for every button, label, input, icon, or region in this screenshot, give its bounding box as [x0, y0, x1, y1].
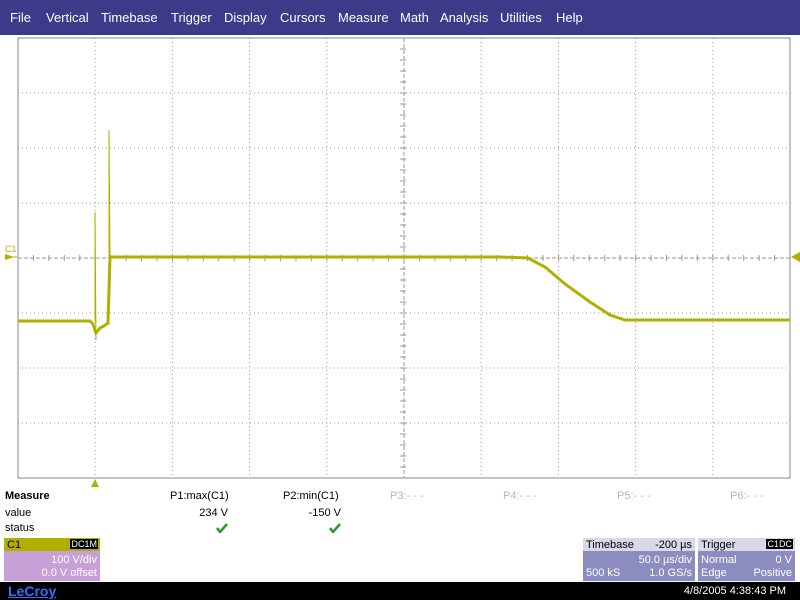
timebase-delay: -200 µs — [655, 539, 692, 551]
menu-item[interactable]: Analysis — [440, 10, 489, 25]
param-name: P2:min(C1) — [283, 490, 339, 502]
menu-item[interactable]: Timebase — [101, 10, 158, 25]
sample-rate: 1.0 GS/s — [649, 567, 692, 579]
vertical-offset: 0.0 V offset — [41, 567, 97, 579]
vertical-scale: 100 V/div — [51, 554, 97, 566]
waveform — [18, 255, 790, 337]
menu-item[interactable]: Math — [400, 10, 429, 25]
menu-item[interactable]: Measure — [338, 10, 389, 25]
brand-logo[interactable]: LeCroy — [8, 583, 57, 599]
menu-item[interactable]: Vertical — [46, 10, 89, 25]
spike — [108, 129, 111, 325]
channel-box[interactable]: C1 DC1M 100 V/div 0.0 V offset — [4, 538, 100, 581]
trigger-mode: Normal — [701, 554, 737, 566]
trigger-title: Trigger — [701, 539, 736, 551]
menu-item[interactable]: Cursors — [280, 10, 326, 25]
menu-item[interactable]: Help — [556, 10, 583, 25]
timebase-scale: 50.0 µs/div — [638, 554, 692, 566]
menu-item[interactable]: Utilities — [500, 10, 542, 25]
menu-item[interactable]: Trigger — [171, 10, 212, 25]
param-name: P6:- - - — [730, 490, 764, 502]
timebase-title: Timebase — [586, 539, 634, 551]
trigger-type: Edge — [701, 567, 727, 579]
footer: LeCroy 4/8/2005 4:38:43 PM — [0, 582, 800, 600]
timebase-box[interactable]: Timebase -200 µs 50.0 µs/div 500 kS 1.0 … — [583, 538, 695, 581]
timestamp: 4/8/2005 4:38:43 PM — [683, 585, 786, 597]
row-label: status — [5, 522, 35, 534]
param-name: P5:- - - — [617, 490, 651, 502]
sample-count: 500 kS — [586, 567, 621, 579]
param-name: P1:max(C1) — [170, 490, 229, 502]
status-ok — [329, 523, 341, 533]
trigger-coupling: DC — [778, 539, 793, 549]
menu-bar: File Vertical Timebase Trigger Display Cursor… — [0, 0, 800, 35]
trigger-box[interactable]: Trigger C1 DC Normal 0 V Edge Positive — [698, 538, 795, 581]
spike — [94, 211, 97, 341]
trigger-arrow — [91, 479, 99, 487]
row-label: value — [5, 507, 32, 519]
status-ok — [216, 523, 228, 533]
param-value: -150 V — [308, 507, 341, 519]
coupling-tag: DC1M — [70, 539, 98, 549]
param-name: P3:- - - — [390, 490, 424, 502]
trace-marker: C1 — [5, 244, 17, 254]
level-arrow — [791, 252, 800, 262]
trigger-source: C1 — [766, 539, 780, 549]
param-name: P4:- - - — [503, 490, 537, 502]
param-value: 234 V — [199, 507, 228, 519]
scope-display: C1 — [5, 37, 800, 487]
trigger-slope: Positive — [753, 567, 792, 579]
menu-item[interactable]: File — [10, 10, 31, 25]
channel-name: C1 — [7, 539, 22, 551]
menu-item[interactable]: Display — [224, 10, 267, 25]
measure-title: Measure — [5, 490, 50, 502]
trigger-level: 0 V — [775, 554, 792, 566]
